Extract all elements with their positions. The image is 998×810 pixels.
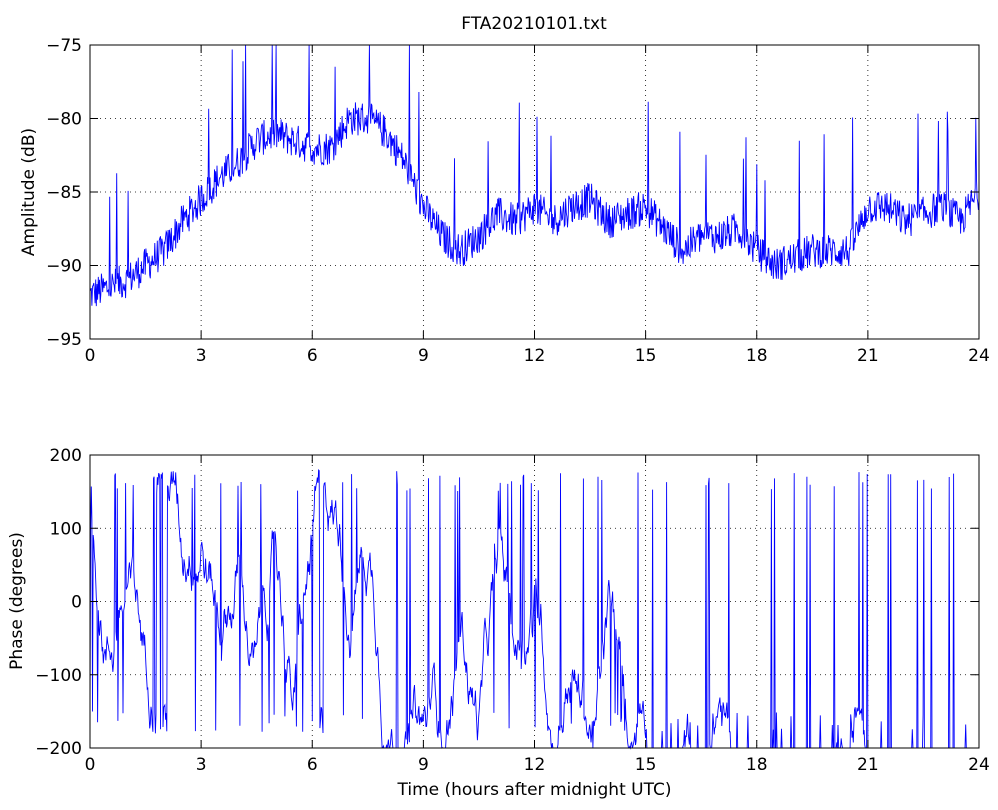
phase-xtick-label: 6 — [307, 755, 318, 775]
phase-ytick-label: −200 — [35, 739, 82, 759]
phase-xtick-label: 21 — [857, 755, 879, 775]
amplitude-trace — [89, 44, 980, 307]
amplitude-panel: 0 3 6 9 12 15 18 21 24 −95 −90 −85 −80 −75 Amplitude (… — [19, 36, 990, 366]
phase-xtick-label: 0 — [85, 755, 96, 775]
phase-xtick-label: 24 — [968, 755, 990, 775]
amplitude-ytick-label: −85 — [46, 183, 82, 203]
amplitude-xtick-label: 18 — [746, 346, 768, 366]
phase-ytick-label: 100 — [50, 519, 82, 539]
amplitude-xtick-label: 24 — [968, 346, 990, 366]
phase-ytick-label: 200 — [50, 446, 82, 466]
phase-ytick-label: −100 — [35, 666, 82, 686]
phase-xtick-label: 9 — [418, 755, 429, 775]
amplitude-xtick-label: 21 — [857, 346, 879, 366]
amplitude-xtick-label: 6 — [307, 346, 318, 366]
amplitude-xtick-label: 15 — [635, 346, 657, 366]
phase-xtick-label: 15 — [635, 755, 657, 775]
amplitude-xtick-label: 0 — [85, 346, 96, 366]
phase-panel: 0 3 6 9 12 15 18 21 24 −200 −100 0 100 200 Phase (degr… — [7, 446, 990, 800]
amplitude-xtick-label: 9 — [418, 346, 429, 366]
phase-xtick-label: 18 — [746, 755, 768, 775]
amplitude-ytick-label: −75 — [46, 36, 82, 56]
phase-ytick-label: 0 — [71, 593, 82, 613]
amplitude-ylabel: Amplitude (dB) — [19, 128, 39, 256]
amplitude-xtick-label: 12 — [524, 346, 546, 366]
phase-xlabel: Time (hours after midnight UTC) — [396, 780, 671, 800]
amplitude-ytick-label: −90 — [46, 257, 82, 277]
amplitude-ytick-label: −95 — [46, 330, 82, 350]
amplitude-xtick-label: 3 — [196, 346, 207, 366]
phase-xtick-label: 12 — [524, 755, 546, 775]
phase-ylabel: Phase (degrees) — [7, 532, 27, 670]
phase-xtick-label: 3 — [196, 755, 207, 775]
chart-title: FTA20210101.txt — [461, 14, 607, 34]
amplitude-ytick-label: −80 — [46, 110, 82, 130]
